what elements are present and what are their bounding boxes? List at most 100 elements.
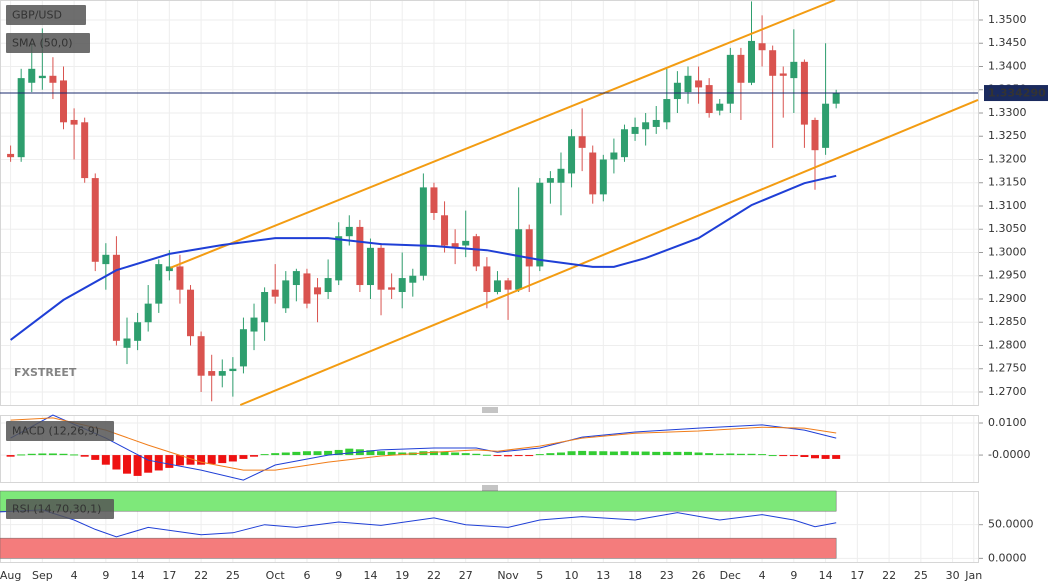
candle-body (832, 92, 840, 104)
histogram-bar (800, 455, 809, 457)
x-tick-label: 25 (226, 569, 240, 582)
histogram-bar (641, 451, 650, 456)
candle-body (695, 80, 703, 88)
histogram-bar (91, 455, 100, 460)
candle-body (261, 292, 269, 323)
candle-body (822, 103, 830, 148)
candle-body (324, 278, 332, 293)
candle-body (747, 40, 755, 83)
x-tick-label: Jan (964, 569, 982, 582)
label-box (6, 5, 86, 25)
x-tick-label: 4 (71, 569, 78, 582)
histogram-bar (599, 451, 608, 456)
candle-body (631, 126, 639, 134)
candle-body (218, 371, 226, 376)
candle-body (599, 159, 607, 195)
candle-body (398, 278, 406, 293)
candle-body (314, 287, 322, 295)
x-tick-label: 9 (790, 569, 797, 582)
candle-body (737, 54, 745, 83)
candle-body (335, 236, 343, 281)
candle-body (642, 122, 650, 130)
candle-body (620, 129, 628, 158)
last-price-label: 1.334290 (988, 87, 1046, 100)
histogram-bar (736, 453, 745, 456)
histogram-bar (832, 455, 841, 459)
trend-line (170, 0, 836, 269)
histogram-bar (758, 454, 767, 456)
histogram-bar (588, 451, 597, 456)
candle-body (250, 317, 258, 332)
candle-body (557, 168, 565, 183)
histogram-bar (366, 450, 375, 456)
candle-body (790, 61, 798, 79)
x-tick-label: 14 (363, 569, 377, 582)
histogram-bar (578, 450, 587, 456)
y-tick-label: 1.3400 (988, 59, 1027, 72)
candle-body (472, 236, 480, 267)
line (9, 174, 837, 341)
y-tick-label: 1.2800 (988, 338, 1027, 351)
x-tick-label: 17 (850, 569, 864, 582)
x-tick-label: 19 (395, 569, 409, 582)
candle-body (28, 68, 36, 83)
x-tick-label: 30 (946, 569, 960, 582)
candle-body (652, 119, 660, 127)
line (10, 417, 837, 471)
histogram-bar (271, 453, 280, 456)
candle-body (345, 226, 353, 237)
histogram-bar (694, 452, 703, 456)
candle-body (165, 266, 173, 272)
candle-body (144, 303, 152, 323)
candle-body (38, 75, 46, 79)
x-tick-label: 6 (303, 569, 310, 582)
x-tick-label: 5 (536, 569, 543, 582)
candle-body (271, 289, 279, 297)
histogram-bar (377, 451, 386, 456)
candle-body (811, 119, 819, 151)
candle-body (663, 99, 671, 123)
histogram-bar (112, 455, 121, 470)
histogram-bar (461, 453, 470, 456)
histogram-bar (250, 455, 259, 457)
x-tick-label: 26 (692, 569, 706, 582)
x-tick-label: 4 (759, 569, 766, 582)
histogram-bar (228, 455, 237, 462)
y-tick-label: 1.2850 (988, 315, 1027, 328)
candle-body (176, 266, 184, 290)
candle-body (123, 338, 131, 348)
candle-body (303, 273, 311, 304)
histogram-bar (556, 452, 565, 456)
x-tick-label: 10 (565, 569, 579, 582)
candle-body (409, 275, 417, 283)
trend-line (239, 99, 979, 406)
histogram-bar (239, 455, 248, 459)
histogram-bar (101, 455, 110, 465)
histogram-bar (324, 450, 333, 456)
histogram-bar (144, 455, 153, 473)
panel-frame (0, 415, 979, 483)
candle-body (726, 54, 734, 104)
x-tick-label: 18 (628, 569, 642, 582)
label-box (6, 421, 114, 441)
histogram-bar (482, 454, 491, 456)
last-price-box (984, 85, 1048, 102)
panel-label: MACD (12,26,9) (12, 425, 99, 438)
candle-body (229, 368, 237, 372)
candle-body (451, 243, 459, 248)
candle-body (716, 103, 724, 111)
histogram-bar (281, 452, 290, 456)
histogram-bar (302, 451, 311, 456)
y-tick-label: 1.3200 (988, 152, 1027, 165)
panel-handle (482, 485, 498, 491)
histogram-bar (80, 455, 89, 457)
y-tick-label: 1.2700 (988, 385, 1027, 398)
y-tick-label: 1.2900 (988, 292, 1027, 305)
candle-body (515, 229, 523, 290)
histogram-bar (662, 451, 671, 456)
histogram-bar (133, 455, 142, 476)
histogram-bar (683, 451, 692, 456)
candle-body (7, 153, 15, 158)
histogram-bar (567, 451, 576, 456)
